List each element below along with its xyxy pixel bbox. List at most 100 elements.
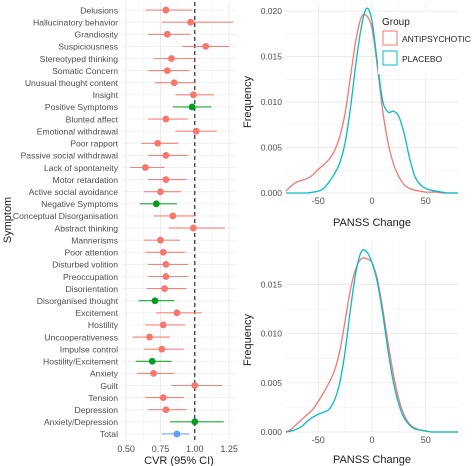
forest-rows: Delusions Hallucinatory behavior Grandiosi… — [13, 5, 234, 439]
estimate-point — [192, 127, 200, 135]
symptom-label: Anxiety — [90, 369, 119, 379]
bottom-density-curve-placebo — [285, 249, 458, 433]
symptom-label: Hostility/Excitement — [43, 357, 119, 367]
legend-key-antipsychotic — [382, 30, 398, 46]
estimate-point — [168, 55, 175, 62]
symptom-label: Abstract thinking — [54, 223, 118, 233]
symptom-label: Mannerisms — [71, 235, 118, 245]
estimate-point — [161, 285, 168, 293]
symptom-label: Hallucinatory behavior — [33, 17, 118, 27]
estimate-point — [187, 18, 195, 26]
estimate-point — [163, 30, 171, 38]
forest-panel-background — [122, 2, 236, 442]
bottom-x-axis-label: PANSS Change — [333, 454, 411, 466]
top-x-tick-label: 0 — [369, 196, 374, 206]
bottom-y-tick-label: 0.005 — [261, 378, 283, 388]
symptom-label: Unusual thought content — [25, 78, 119, 88]
estimate-point — [188, 103, 196, 111]
estimate-point — [173, 309, 181, 317]
symptom-label: Grandiosity — [75, 30, 119, 40]
symptom-label: Depression — [75, 405, 119, 415]
estimate-point — [191, 418, 199, 426]
forest-plot: Delusions Hallucinatory behavior Grandiosi… — [2, 2, 238, 466]
estimate-point — [190, 224, 197, 232]
top-x-axis-label: PANSS Change — [333, 217, 411, 229]
estimate-point — [162, 260, 170, 268]
estimate-point — [163, 67, 171, 75]
symptom-label: Negative Symptoms — [41, 199, 118, 209]
forest-x-tick-label: 0.75 — [152, 444, 170, 454]
estimate-point — [173, 430, 181, 438]
estimate-point — [159, 321, 167, 329]
symptom-label: Impulse control — [60, 344, 118, 354]
estimate-point — [162, 115, 170, 123]
top-y-tick-label: 0.005 — [261, 143, 283, 153]
estimate-point — [170, 79, 178, 87]
symptom-label: Disorganised thought — [37, 296, 119, 306]
symptom-label: Hostility — [88, 320, 119, 330]
symptom-label: Stereotyped thinking — [40, 54, 119, 64]
symptom-label: Disorientation — [65, 284, 118, 294]
symptom-label: Insight — [93, 90, 119, 100]
top-y-tick-label: 0.010 — [261, 97, 283, 107]
legend-key-placebo — [382, 50, 398, 66]
bottom-y-axis-label: Frequency — [242, 314, 254, 366]
symptom-label: Blunted affect — [66, 114, 119, 124]
symptom-label: Lack of spontaneity — [44, 163, 119, 173]
estimate-point — [158, 345, 166, 353]
symptom-label: Tension — [88, 393, 118, 403]
density-plot-bottom: 0.000 0.005 0.010 0.015 -50 0 50 PANSS Change… — [242, 240, 458, 466]
symptom-label: Motor retardation — [53, 175, 119, 185]
forest-x-tick-labels: 0.50 0.75 1.00 1.25 — [117, 444, 238, 454]
top-x-tick-label: -50 — [312, 196, 325, 206]
symptom-label: Uncooperativeness — [44, 332, 118, 342]
estimate-point — [162, 6, 170, 14]
top-density-curve-antipsychotic — [285, 13, 458, 194]
symptom-label: Emotional withdrawal — [37, 126, 118, 136]
symptom-label: Somatic Concern — [52, 66, 118, 76]
estimate-point — [157, 188, 164, 196]
estimate-point — [162, 406, 170, 414]
symptom-label: Total — [100, 429, 118, 439]
estimate-point — [151, 297, 159, 305]
bottom-y-tick-label: 0.015 — [261, 279, 283, 289]
bottom-x-tick-label: 0 — [369, 435, 374, 445]
estimate-point — [157, 236, 164, 244]
estimate-point — [159, 394, 167, 402]
symptom-label: Excitement — [75, 308, 118, 318]
symptom-label: Guilt — [100, 381, 118, 391]
estimate-point — [162, 176, 170, 184]
symptom-label: Preoccupation — [63, 272, 118, 282]
top-y-tick-label: 0.020 — [261, 6, 283, 16]
estimate-point — [162, 273, 170, 280]
legend-background — [378, 12, 472, 74]
estimate-point — [152, 200, 160, 208]
forest-x-tick-label: 0.50 — [117, 444, 135, 454]
top-density-curve-placebo — [286, 7, 458, 194]
estimate-point — [141, 164, 149, 171]
top-y-tick-label: 0.015 — [261, 52, 283, 62]
estimate-point — [148, 357, 156, 365]
symptom-label: Suspiciousness — [58, 42, 118, 52]
legend: Group ANTIPSYCHOTIC PLACEBO — [378, 12, 472, 74]
estimate-point — [202, 42, 210, 50]
estimate-point — [159, 248, 167, 256]
forest-x-axis-label: CVR (95% CI) — [144, 455, 214, 466]
symptom-label: Positive Symptoms — [45, 102, 118, 112]
estimate-point — [191, 382, 199, 389]
estimate-point — [146, 333, 153, 341]
top-x-tick-label: 50 — [421, 196, 431, 206]
estimate-point — [169, 212, 177, 220]
top-y-tick-label: 0.000 — [261, 188, 283, 198]
top-x-tick-labels: -50 0 50 — [312, 196, 431, 206]
forest-x-tick-label: 1.25 — [220, 444, 238, 454]
symptom-label: Delusions — [80, 5, 118, 15]
forest-y-axis-label: Symptom — [2, 197, 14, 243]
bottom-density-curves — [285, 249, 458, 433]
legend-label-placebo: PLACEBO — [402, 54, 443, 64]
legend-label-antipsychotic: ANTIPSYCHOTIC — [402, 34, 471, 44]
bottom-gridlines — [286, 240, 458, 433]
symptom-label: Poor attention — [64, 248, 118, 258]
bottom-x-tick-labels: -50 0 50 — [312, 435, 431, 445]
